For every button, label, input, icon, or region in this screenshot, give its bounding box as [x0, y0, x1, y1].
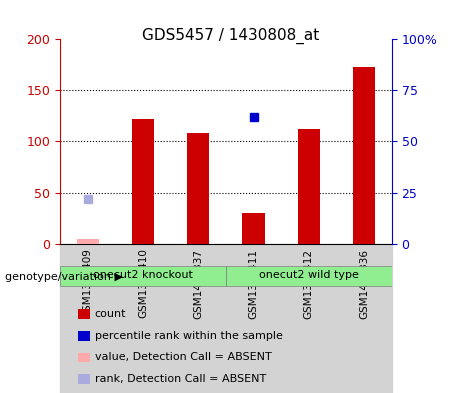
FancyBboxPatch shape [60, 266, 226, 286]
Bar [77, 239, 99, 244]
Bar [281, 244, 337, 393]
Bar [60, 244, 115, 393]
Text: percentile rank within the sample: percentile rank within the sample [95, 331, 283, 341]
Bar [226, 244, 281, 393]
Text: GDS5457 / 1430808_at: GDS5457 / 1430808_at [142, 28, 319, 44]
Text: genotype/variation ▶: genotype/variation ▶ [5, 272, 123, 282]
Bar [171, 244, 226, 393]
Text: count: count [95, 309, 126, 319]
Text: onecut2 wild type: onecut2 wild type [259, 270, 359, 280]
Bar [187, 133, 209, 244]
Bar [298, 129, 320, 244]
Text: onecut2 knockout: onecut2 knockout [93, 270, 193, 280]
Bar [242, 213, 265, 244]
Text: value, Detection Call = ABSENT: value, Detection Call = ABSENT [95, 352, 271, 362]
Text: rank, Detection Call = ABSENT: rank, Detection Call = ABSENT [95, 374, 266, 384]
Bar [115, 244, 171, 393]
FancyBboxPatch shape [226, 266, 392, 286]
Bar [132, 119, 154, 244]
Bar [337, 244, 392, 393]
Bar [353, 67, 375, 244]
